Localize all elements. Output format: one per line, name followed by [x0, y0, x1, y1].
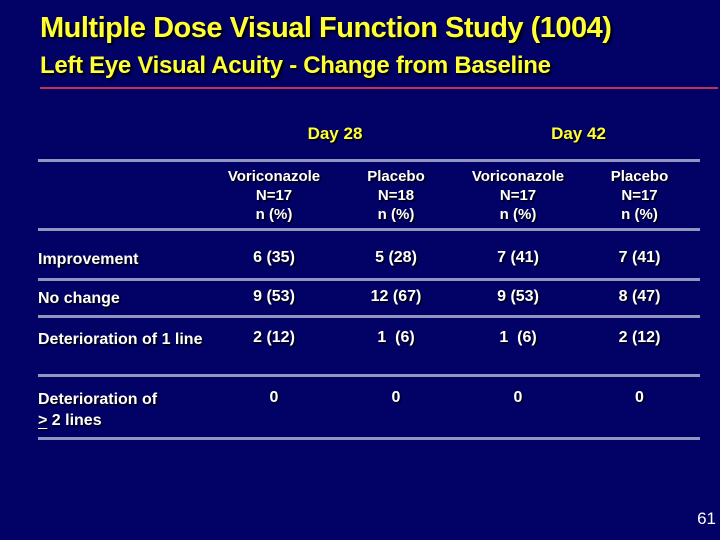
row-label: Improvement: [38, 251, 139, 268]
table-row-deterioration-2-plus-lines: Deterioration of > 2 lines 0 0 0 0: [38, 377, 700, 440]
value-cell: 0: [269, 389, 279, 406]
value-cell: 6 (35): [253, 249, 295, 266]
value-cell: 7 (41): [618, 249, 661, 266]
value-cell: 9 (53): [253, 288, 295, 305]
day-row-spacer: [38, 124, 213, 159]
greater-equal-symbol: >: [38, 412, 48, 429]
value-cell: 7 (41): [497, 249, 539, 266]
column-n-count: N=17: [255, 187, 293, 204]
value-cell: 5 (28): [375, 249, 417, 266]
column-drug-name: Voriconazole: [227, 168, 321, 185]
row-label-line2: > 2 lines: [38, 410, 213, 431]
table-row-improvement: Improvement 6 (35) 5 (28) 7 (41) 7 (41): [38, 231, 700, 281]
column-unit-label: n (%): [621, 206, 658, 223]
value-cell: 8 (47): [618, 288, 661, 305]
row-label: Deterioration of > 2 lines: [38, 389, 213, 431]
column-drug-name: Placebo: [367, 168, 425, 185]
slide-subtitle: Left Eye Visual Acuity - Change from Bas…: [40, 52, 551, 79]
column-unit-label: n (%): [377, 206, 415, 223]
value-cell: 0: [391, 389, 401, 406]
column-drug-name: Voriconazole: [471, 168, 565, 185]
column-header-row: Voriconazole N=17 n (%) Placebo N=18 n (…: [38, 159, 700, 231]
table-row-deterioration-1-line: Deterioration of 1 line 2 (12) 1 (6) 1 (…: [38, 318, 700, 377]
row-label-line1: Deterioration of: [38, 391, 158, 408]
value-cell: 9 (53): [497, 288, 539, 305]
column-header-day42-voriconazole: Voriconazole N=17 n (%): [457, 167, 579, 228]
row-label-line2-text: 2 lines: [51, 412, 102, 429]
value-cell: 0: [513, 389, 523, 406]
value-cell: 0: [635, 389, 644, 406]
column-header-day28-placebo: Placebo N=18 n (%): [335, 167, 457, 228]
day-42-group-label: Day 42: [551, 124, 606, 143]
header-row-spacer: [38, 167, 213, 228]
row-label: Deterioration of 1 line: [38, 331, 203, 348]
visual-acuity-table: Day 28 Day 42 Voriconazole N=17 n (%) Pl…: [38, 120, 700, 440]
table-row-no-change: No change 9 (53) 12 (67) 9 (53) 8 (47): [38, 281, 700, 318]
value-cell: 1 (6): [499, 329, 537, 346]
column-header-day42-placebo: Placebo N=17 n (%): [579, 167, 700, 228]
column-n-count: N=17: [499, 187, 537, 204]
page-number: 61: [697, 509, 716, 528]
column-header-day28-voriconazole: Voriconazole N=17 n (%): [213, 167, 335, 228]
day-group-header-row: Day 28 Day 42: [38, 120, 700, 159]
column-n-count: N=18: [377, 187, 415, 204]
column-unit-label: n (%): [255, 206, 293, 223]
column-drug-name: Placebo: [610, 168, 669, 185]
title-divider-line: [40, 87, 718, 89]
column-unit-label: n (%): [499, 206, 537, 223]
slide-title: Multiple Dose Visual Function Study (100…: [40, 12, 612, 44]
value-cell: 2 (12): [253, 329, 295, 346]
column-n-count: N=17: [621, 187, 658, 204]
value-cell: 12 (67): [370, 288, 422, 305]
day-28-group-label: Day 28: [307, 124, 363, 143]
value-cell: 2 (12): [618, 329, 661, 346]
value-cell: 1 (6): [377, 329, 415, 346]
row-label: No change: [38, 290, 120, 307]
